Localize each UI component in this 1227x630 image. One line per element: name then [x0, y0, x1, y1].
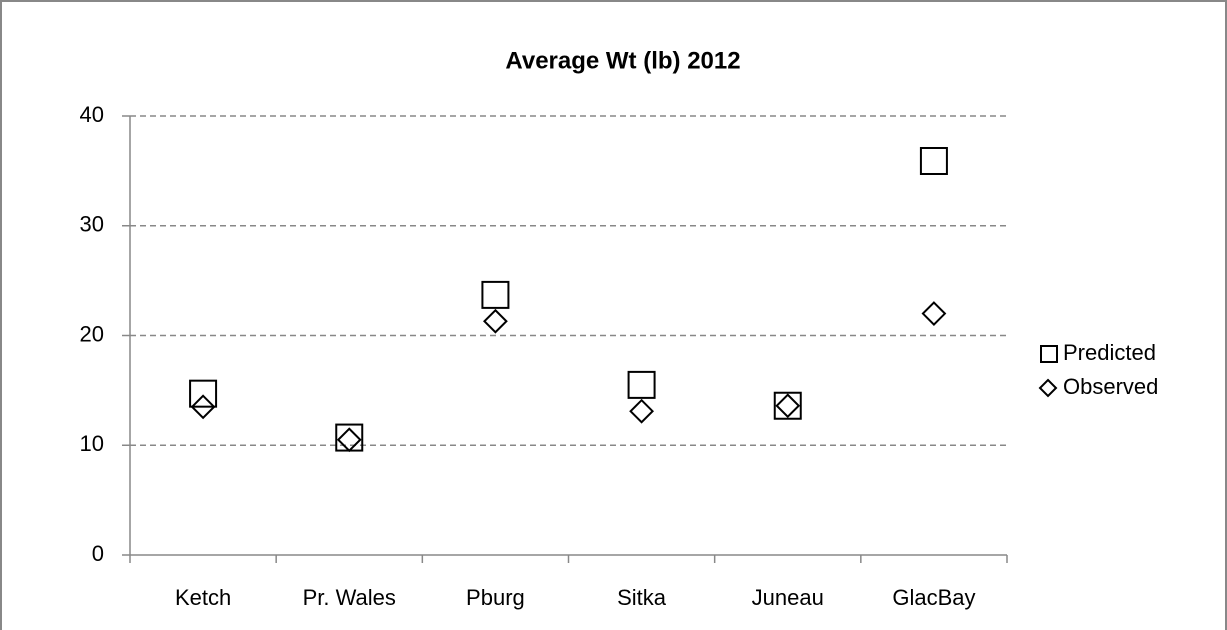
point	[189, 379, 218, 408]
x-tick-label: GlacBay	[892, 585, 975, 610]
point	[336, 427, 362, 453]
x-tick-label: Pburg	[466, 585, 525, 610]
point	[921, 301, 947, 326]
chart-title: Average Wt (lb) 2012	[505, 47, 740, 74]
x-tick-label: Sitka	[617, 585, 667, 610]
y-tick-label: 30	[80, 212, 104, 237]
y-tick-label: 20	[80, 321, 104, 346]
point	[627, 370, 656, 399]
point	[773, 391, 802, 420]
point	[190, 394, 216, 420]
x-tick-label: Ketch	[175, 585, 231, 610]
point	[481, 280, 510, 309]
y-tick-label: 10	[80, 431, 104, 456]
legend-marker	[1040, 345, 1058, 363]
point	[919, 146, 948, 175]
x-tick-label: Juneau	[752, 585, 824, 610]
legend-label: Predicted	[1063, 340, 1156, 365]
x-tick-label: Pr. Wales	[303, 585, 396, 610]
y-tick-label: 0	[92, 541, 104, 566]
legend-label: Observed	[1063, 374, 1158, 399]
point	[483, 308, 508, 334]
y-tick-label: 40	[80, 102, 104, 127]
point	[775, 393, 801, 419]
legend-marker	[1038, 378, 1058, 398]
point	[629, 398, 654, 424]
